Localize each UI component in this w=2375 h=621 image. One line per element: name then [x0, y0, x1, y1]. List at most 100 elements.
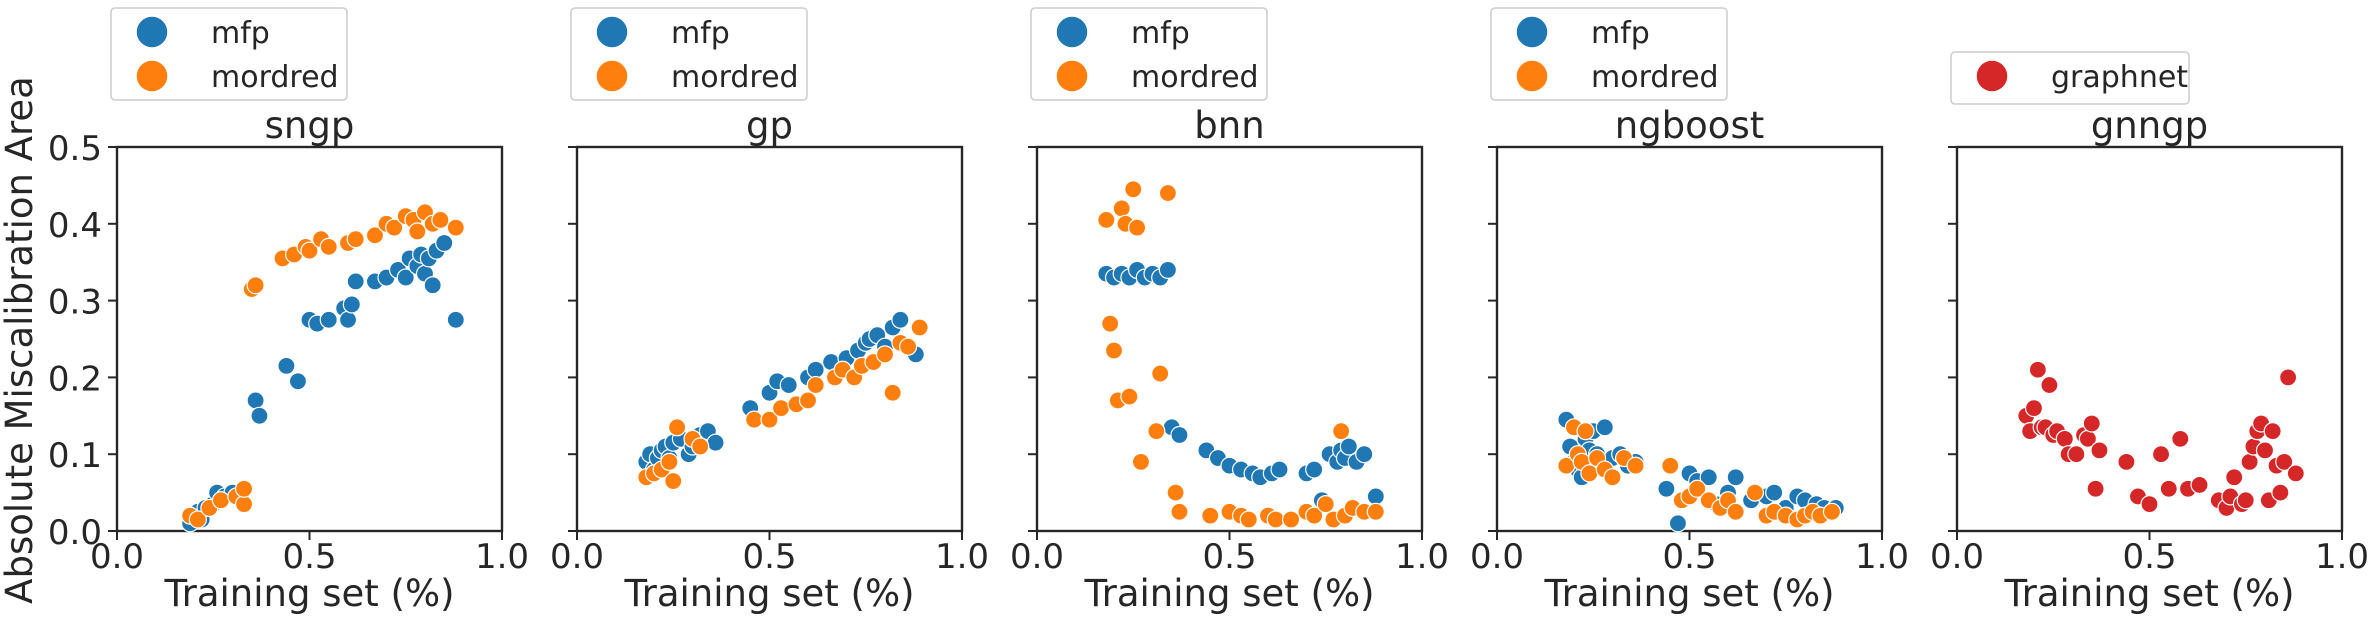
- legend-label-mordred: mordred: [211, 60, 339, 95]
- data-point-mordred: [446, 218, 465, 237]
- data-point-mfp: [779, 375, 798, 395]
- figure-ylabel: Absolute Miscalibration Area: [0, 76, 41, 604]
- data-point-mfp: [1355, 445, 1374, 464]
- data-point-mordred: [1316, 495, 1335, 514]
- y-tick-label: 0.4: [48, 206, 102, 246]
- data-point-mfp: [319, 310, 338, 329]
- data-point-mordred: [1112, 199, 1131, 218]
- data-point-mordred: [771, 399, 791, 418]
- data-point-mfp: [1657, 479, 1676, 498]
- x-tick-label: 0.0: [90, 537, 144, 577]
- data-point-graphnet: [2117, 452, 2136, 471]
- x-tick-label: 0.0: [1930, 537, 1984, 577]
- x-axis-label: Training set (%): [2003, 572, 2294, 615]
- data-point-mfp: [250, 406, 269, 425]
- data-point-mordred: [1580, 464, 1599, 483]
- y-tick-label: 0.2: [48, 359, 102, 399]
- x-tick-label: 1.0: [935, 537, 989, 577]
- data-point-mordred: [1201, 506, 1220, 525]
- x-tick-label: 1.0: [475, 537, 529, 577]
- legend-marker-mfp: [595, 15, 629, 49]
- data-point-mfp: [1305, 460, 1324, 479]
- legend: mfp mordred: [570, 7, 808, 101]
- data-point-mfp: [1595, 418, 1614, 437]
- data-point-graphnet: [2040, 375, 2059, 395]
- legend-frame: [110, 7, 348, 101]
- panel-bnn: 0.0 0.5 1.0 Training set (%) bnn mfp mordred: [1010, 7, 1449, 615]
- data-point-mordred: [1158, 183, 1178, 203]
- panel-title: sngp: [265, 104, 355, 147]
- data-point-mordred: [691, 437, 710, 456]
- data-point-mordred: [1661, 456, 1680, 475]
- data-point-mfp: [1668, 514, 1688, 533]
- x-tick-label: 0.0: [1010, 537, 1064, 577]
- data-point-graphnet: [2271, 483, 2290, 502]
- data-point-graphnet: [2225, 468, 2244, 487]
- data-point-mordred: [188, 510, 207, 529]
- data-point-mordred: [234, 495, 254, 514]
- data-point-mordred: [1170, 502, 1189, 521]
- y-tick-label: 0.0: [48, 513, 102, 553]
- data-point-graphnet: [2240, 452, 2259, 471]
- axes-frame: [115, 145, 504, 533]
- legend-frame: [1490, 7, 1728, 101]
- legend-marker-mordred: [135, 59, 169, 93]
- legend-label-mordred: mordred: [1591, 60, 1719, 95]
- panel-gnngp: 0.0 0.5 1.0 Training set (%) gnngp graphnet: [1930, 51, 2369, 615]
- data-point-mfp: [342, 295, 361, 314]
- legend: graphnet: [1950, 51, 2190, 105]
- data-point-mordred: [1332, 422, 1351, 441]
- panel-title: gnngp: [2091, 104, 2208, 147]
- data-point-mfp: [435, 233, 454, 253]
- legend-marker-mordred: [1055, 59, 1089, 93]
- data-point-mordred: [898, 337, 918, 356]
- x-tick-label: 0.0: [1470, 537, 1524, 577]
- data-point-mordred: [385, 218, 404, 237]
- data-point-mordred: [431, 210, 450, 230]
- axes-frame: [1955, 145, 2344, 533]
- y-tick-label: 0.5: [48, 129, 102, 169]
- data-point-mfp: [423, 276, 442, 295]
- data-point-mordred: [1603, 468, 1622, 487]
- data-point-mordred: [246, 276, 265, 295]
- x-tick-label: 1.0: [1395, 537, 1449, 577]
- x-tick-label: 0.5: [282, 537, 336, 577]
- data-point-mordred: [1626, 456, 1645, 475]
- data-point-mfp: [1158, 260, 1178, 279]
- data-point-graphnet: [2171, 429, 2190, 448]
- legend-label-mordred: mordred: [671, 60, 799, 95]
- data-point-mfp: [1170, 425, 1189, 445]
- data-point-mordred: [1239, 510, 1258, 529]
- data-point-graphnet: [2263, 422, 2282, 441]
- data-point-mordred: [1131, 452, 1151, 471]
- x-tick-label: 0.5: [2122, 537, 2176, 577]
- legend: mfp mordred: [110, 7, 348, 101]
- legend-label-mfp: mfp: [211, 16, 270, 51]
- data-point-mfp: [338, 310, 358, 329]
- data-point-mordred: [1124, 180, 1143, 199]
- data-point-graphnet: [2082, 414, 2101, 433]
- legend-label-mfp: mfp: [1591, 16, 1650, 51]
- data-point-mordred: [319, 237, 338, 256]
- data-point-mordred: [1576, 422, 1595, 441]
- legend-label-mfp: mfp: [1131, 16, 1190, 51]
- legend-marker-mordred: [595, 59, 629, 93]
- data-point-mordred: [875, 345, 895, 364]
- data-point-mordred: [1305, 506, 1324, 525]
- data-point-graphnet: [2190, 475, 2209, 495]
- x-tick-label: 1.0: [1855, 537, 1909, 577]
- data-point-mfp: [1366, 487, 1385, 506]
- legend-frame: [1030, 7, 1268, 101]
- data-point-mfp: [1726, 468, 1745, 487]
- x-tick-label: 0.5: [1662, 537, 1716, 577]
- legend-marker-graphnet: [1975, 59, 2009, 93]
- data-point-mordred: [1822, 502, 1842, 521]
- data-point-mordred: [1366, 502, 1385, 521]
- x-tick-label: 1.0: [2315, 537, 2369, 577]
- data-point-mordred: [1726, 502, 1745, 521]
- x-axis-label: Training set (%): [1083, 572, 1374, 615]
- data-point-mordred: [1151, 364, 1170, 383]
- data-point-graphnet: [2024, 399, 2044, 418]
- data-point-mordred: [1101, 314, 1120, 333]
